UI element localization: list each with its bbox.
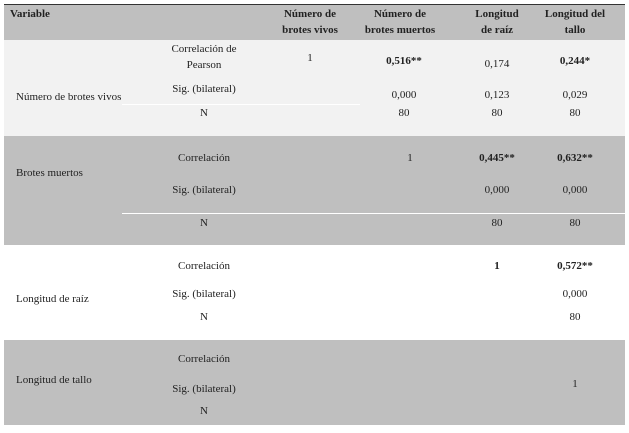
header-variable: Variable: [10, 8, 50, 20]
stat-label: Correlación: [178, 353, 230, 365]
cell: 0,000: [562, 184, 588, 196]
row-variable: Longitud de tallo: [16, 374, 92, 386]
divider: [122, 104, 360, 105]
cell: 80: [491, 107, 503, 119]
stat-label: Correlación: [178, 260, 230, 272]
cell: 0,029: [562, 89, 588, 101]
row-variable: Brotes muertos: [16, 167, 83, 179]
stat-label: Correlación de Pearson: [171, 43, 237, 71]
row-variable: Número de brotes vivos: [16, 91, 122, 103]
table-row: Longitud de tallo Correlación Sig. (bila…: [4, 340, 625, 425]
header-col4: Longitud del tallo: [544, 8, 606, 36]
cell: 0,123: [484, 89, 510, 101]
cell: 80: [491, 217, 503, 229]
cell: 0,632**: [557, 152, 593, 164]
stat-label: Correlación: [178, 152, 230, 164]
stat-label: N: [200, 107, 208, 119]
header-col1: Número de brotes vivos: [282, 8, 338, 36]
cell: 0,244*: [559, 55, 591, 67]
top-border: [4, 4, 625, 5]
cell: 80: [569, 217, 581, 229]
cell: 0,516**: [386, 55, 422, 67]
divider: [122, 213, 625, 214]
cell: 0,445**: [479, 152, 515, 164]
table-row: Longitud de raíz Correlación Sig. (bilat…: [4, 245, 625, 340]
stat-label: Sig. (bilateral): [172, 383, 236, 395]
header-col3: Longitud de raíz: [475, 8, 519, 36]
table-header: Variable Número de brotes vivos Número de…: [4, 5, 625, 40]
cell: 1: [407, 152, 413, 164]
cell: 0,000: [391, 89, 417, 101]
table-row: Número de brotes vivos Correlación de Pea…: [4, 40, 625, 136]
stat-label: N: [200, 405, 208, 417]
stat-label: N: [200, 217, 208, 229]
cell: 0,000: [562, 288, 588, 300]
cell: 80: [569, 107, 581, 119]
cell: 0,174: [484, 58, 510, 70]
cell: 1: [307, 52, 313, 64]
cell: 1: [494, 260, 500, 272]
cell: 80: [398, 107, 410, 119]
stat-label: Sig. (bilateral): [172, 288, 236, 300]
cell: 0,000: [484, 184, 510, 196]
table-row: Brotes muertos Correlación Sig. (bilater…: [4, 136, 625, 245]
stat-label: Sig. (bilateral): [172, 83, 236, 95]
stat-label: N: [200, 311, 208, 323]
cell: 0,572**: [557, 260, 593, 272]
cell: 80: [569, 311, 581, 323]
row-variable: Longitud de raíz: [16, 293, 89, 305]
header-col2: Número de brotes muertos: [364, 8, 436, 36]
cell: 1: [572, 378, 578, 390]
stat-label: Sig. (bilateral): [172, 184, 236, 196]
